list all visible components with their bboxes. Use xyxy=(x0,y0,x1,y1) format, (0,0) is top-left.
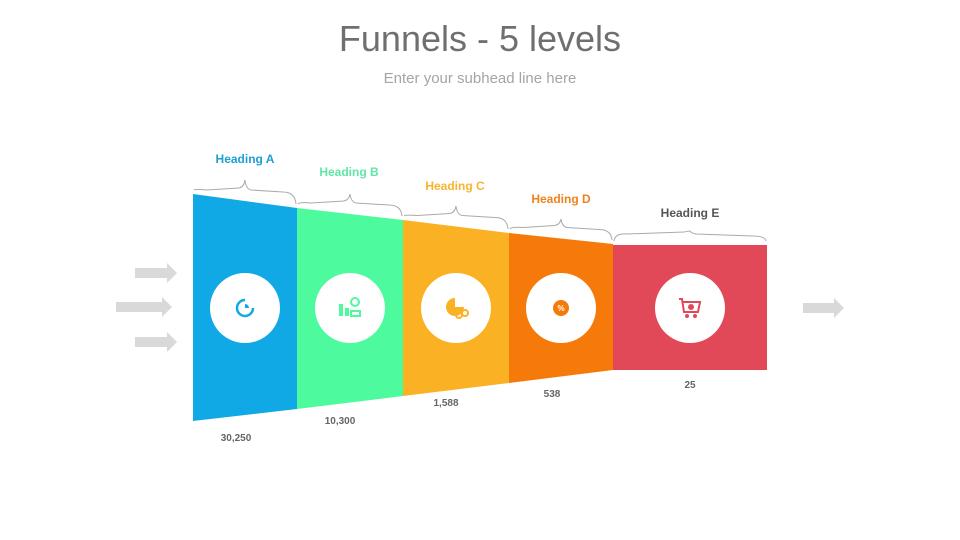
percent-badge-icon: % xyxy=(553,300,569,316)
funnel-stage-d: % Heading D 538 xyxy=(509,192,613,400)
pie-chart-gears-icon xyxy=(446,298,469,319)
stage-heading: Heading E xyxy=(661,206,720,220)
input-arrow-icon xyxy=(116,297,172,317)
funnel-stage-b: Heading B 10,300 xyxy=(297,165,403,427)
shopping-cart-icon xyxy=(679,298,702,318)
page-title: Funnels - 5 levels xyxy=(338,18,622,59)
stage-value: 538 xyxy=(544,389,561,400)
brace xyxy=(613,230,767,242)
funnel-stage-e: Heading E 25 xyxy=(613,206,767,391)
svg-text:%: % xyxy=(557,304,564,313)
stage-heading: Heading D xyxy=(531,192,591,206)
bar-chart-search-icon xyxy=(339,297,361,317)
brace xyxy=(193,179,297,205)
brace xyxy=(297,193,403,217)
stage-value: 30,250 xyxy=(221,433,252,444)
icon-circle xyxy=(315,273,385,343)
stage-heading: Heading B xyxy=(319,165,379,179)
funnel-stage-c: Heading C 1,588 xyxy=(403,179,509,409)
stage-value: 10,300 xyxy=(325,416,356,427)
page-subtitle: Enter your subhead line here xyxy=(383,70,577,87)
funnel-stage-a: Heading A 30,250 xyxy=(193,152,297,444)
stage-value: 1,588 xyxy=(433,398,458,409)
brace xyxy=(403,205,509,230)
input-arrow-icon xyxy=(135,332,177,352)
pie-chart-refresh-icon xyxy=(235,298,255,318)
stage-heading: Heading C xyxy=(425,179,485,193)
stage-heading: Heading A xyxy=(216,152,275,166)
output-arrow-icon xyxy=(803,298,844,318)
brace xyxy=(509,218,613,241)
input-arrow-icon xyxy=(135,263,177,283)
stage-value: 25 xyxy=(684,380,696,391)
